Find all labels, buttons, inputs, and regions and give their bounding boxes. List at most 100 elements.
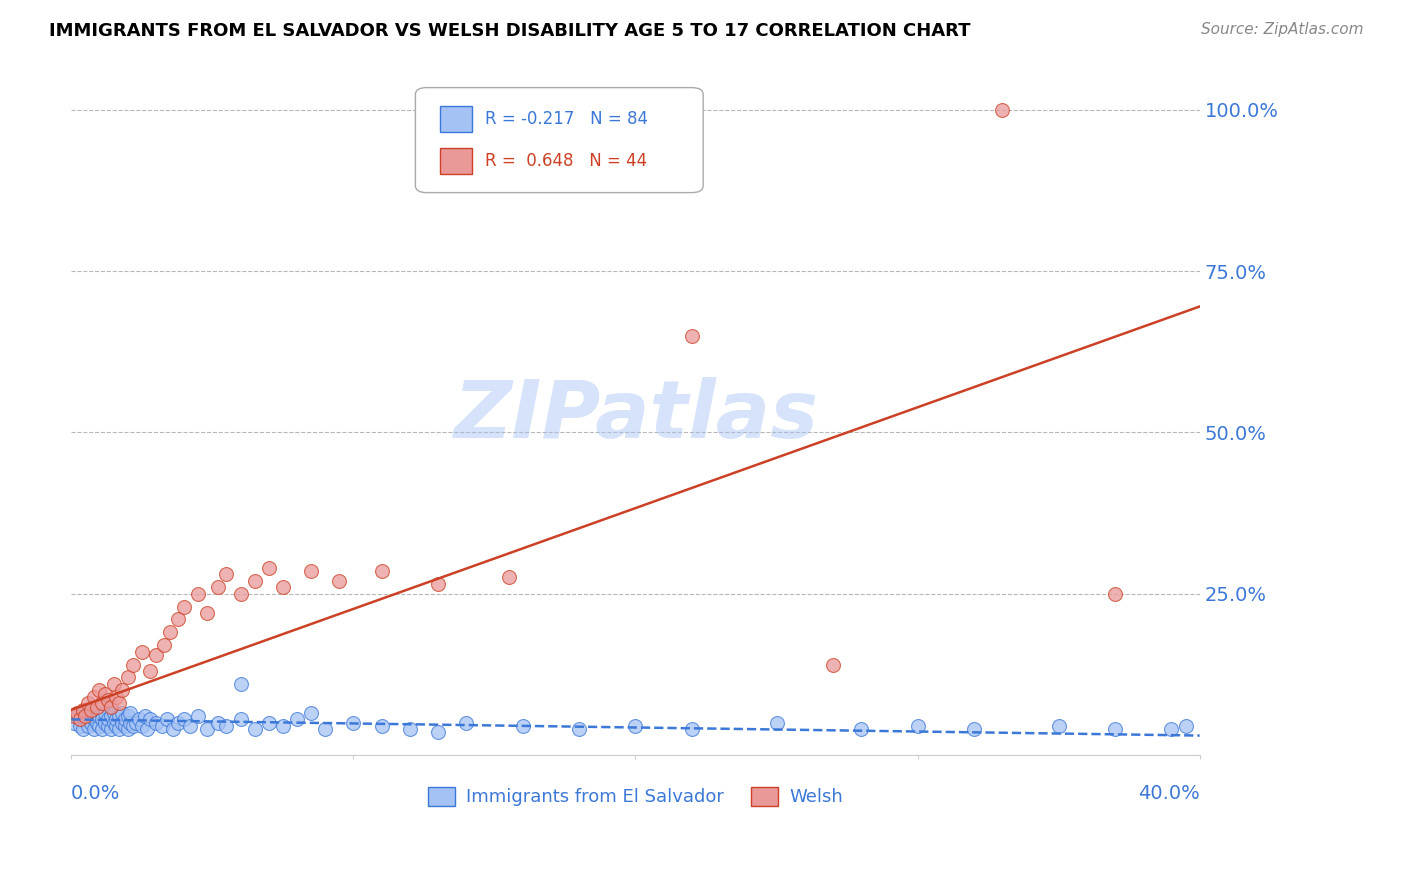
Point bbox=[80, 703, 103, 717]
Point bbox=[77, 719, 100, 733]
Point bbox=[991, 103, 1014, 117]
Point bbox=[285, 713, 308, 727]
Point bbox=[80, 715, 103, 730]
Text: Source: ZipAtlas.com: Source: ZipAtlas.com bbox=[1201, 22, 1364, 37]
Point bbox=[111, 683, 134, 698]
Point bbox=[681, 328, 703, 343]
Point bbox=[105, 713, 128, 727]
Point bbox=[299, 706, 322, 720]
Point bbox=[83, 722, 105, 736]
Point bbox=[370, 564, 392, 578]
Point bbox=[145, 648, 167, 662]
Point bbox=[370, 719, 392, 733]
Point bbox=[114, 713, 136, 727]
Point bbox=[103, 715, 125, 730]
Point bbox=[765, 715, 787, 730]
Point bbox=[271, 580, 294, 594]
Point bbox=[1104, 722, 1126, 736]
Point bbox=[162, 722, 184, 736]
Point bbox=[63, 709, 86, 723]
Point bbox=[97, 693, 120, 707]
Point bbox=[86, 699, 108, 714]
Point bbox=[125, 715, 148, 730]
Point bbox=[195, 722, 218, 736]
Point bbox=[498, 570, 520, 584]
Point bbox=[117, 671, 139, 685]
Point bbox=[229, 713, 252, 727]
Point bbox=[66, 709, 89, 723]
Point bbox=[243, 574, 266, 588]
Point bbox=[108, 709, 131, 723]
Point bbox=[215, 719, 238, 733]
Point bbox=[100, 699, 122, 714]
Point bbox=[75, 713, 97, 727]
Point bbox=[103, 706, 125, 720]
Point bbox=[145, 715, 167, 730]
Point bbox=[120, 706, 142, 720]
Point bbox=[66, 706, 89, 720]
Point bbox=[91, 713, 114, 727]
Point bbox=[179, 719, 201, 733]
Point bbox=[72, 703, 94, 717]
Text: IMMIGRANTS FROM EL SALVADOR VS WELSH DISABILITY AGE 5 TO 17 CORRELATION CHART: IMMIGRANTS FROM EL SALVADOR VS WELSH DIS… bbox=[49, 22, 970, 40]
Point bbox=[105, 690, 128, 704]
Point bbox=[105, 719, 128, 733]
Point bbox=[108, 722, 131, 736]
Point bbox=[117, 722, 139, 736]
Text: 40.0%: 40.0% bbox=[1137, 784, 1199, 803]
Point bbox=[456, 715, 478, 730]
Point bbox=[1160, 722, 1182, 736]
Point bbox=[624, 719, 647, 733]
Bar bbox=[440, 106, 472, 132]
Point bbox=[131, 645, 153, 659]
Point bbox=[156, 713, 179, 727]
Point bbox=[69, 719, 91, 733]
Point bbox=[111, 706, 134, 720]
Point bbox=[512, 719, 534, 733]
Point bbox=[94, 706, 117, 720]
Point bbox=[86, 715, 108, 730]
Point bbox=[94, 687, 117, 701]
Point bbox=[173, 599, 195, 614]
Point bbox=[229, 677, 252, 691]
Point bbox=[89, 719, 111, 733]
Point bbox=[195, 606, 218, 620]
Point bbox=[568, 722, 591, 736]
Point bbox=[75, 709, 97, 723]
Point bbox=[229, 586, 252, 600]
Point bbox=[398, 722, 420, 736]
Point bbox=[72, 722, 94, 736]
Point bbox=[207, 580, 229, 594]
Point bbox=[963, 722, 986, 736]
Point bbox=[427, 725, 450, 739]
Point bbox=[63, 715, 86, 730]
Point bbox=[77, 709, 100, 723]
Point bbox=[100, 722, 122, 736]
Point bbox=[159, 625, 181, 640]
Point bbox=[257, 561, 280, 575]
Point bbox=[849, 722, 872, 736]
Point bbox=[77, 696, 100, 710]
Point bbox=[167, 715, 190, 730]
Text: R = -0.217   N = 84: R = -0.217 N = 84 bbox=[485, 110, 648, 128]
Point bbox=[257, 715, 280, 730]
Point bbox=[207, 715, 229, 730]
Point bbox=[153, 638, 176, 652]
Point bbox=[328, 574, 350, 588]
Point bbox=[128, 713, 150, 727]
Point bbox=[1174, 719, 1197, 733]
Point bbox=[427, 577, 450, 591]
Point bbox=[69, 713, 91, 727]
Bar bbox=[440, 148, 472, 174]
Point bbox=[89, 683, 111, 698]
Point bbox=[173, 713, 195, 727]
Point bbox=[117, 709, 139, 723]
Text: 0.0%: 0.0% bbox=[72, 784, 121, 803]
Point bbox=[80, 706, 103, 720]
Point bbox=[100, 709, 122, 723]
Point bbox=[907, 719, 929, 733]
Point bbox=[167, 612, 190, 626]
Point bbox=[139, 664, 162, 678]
Point bbox=[299, 564, 322, 578]
Point bbox=[681, 722, 703, 736]
